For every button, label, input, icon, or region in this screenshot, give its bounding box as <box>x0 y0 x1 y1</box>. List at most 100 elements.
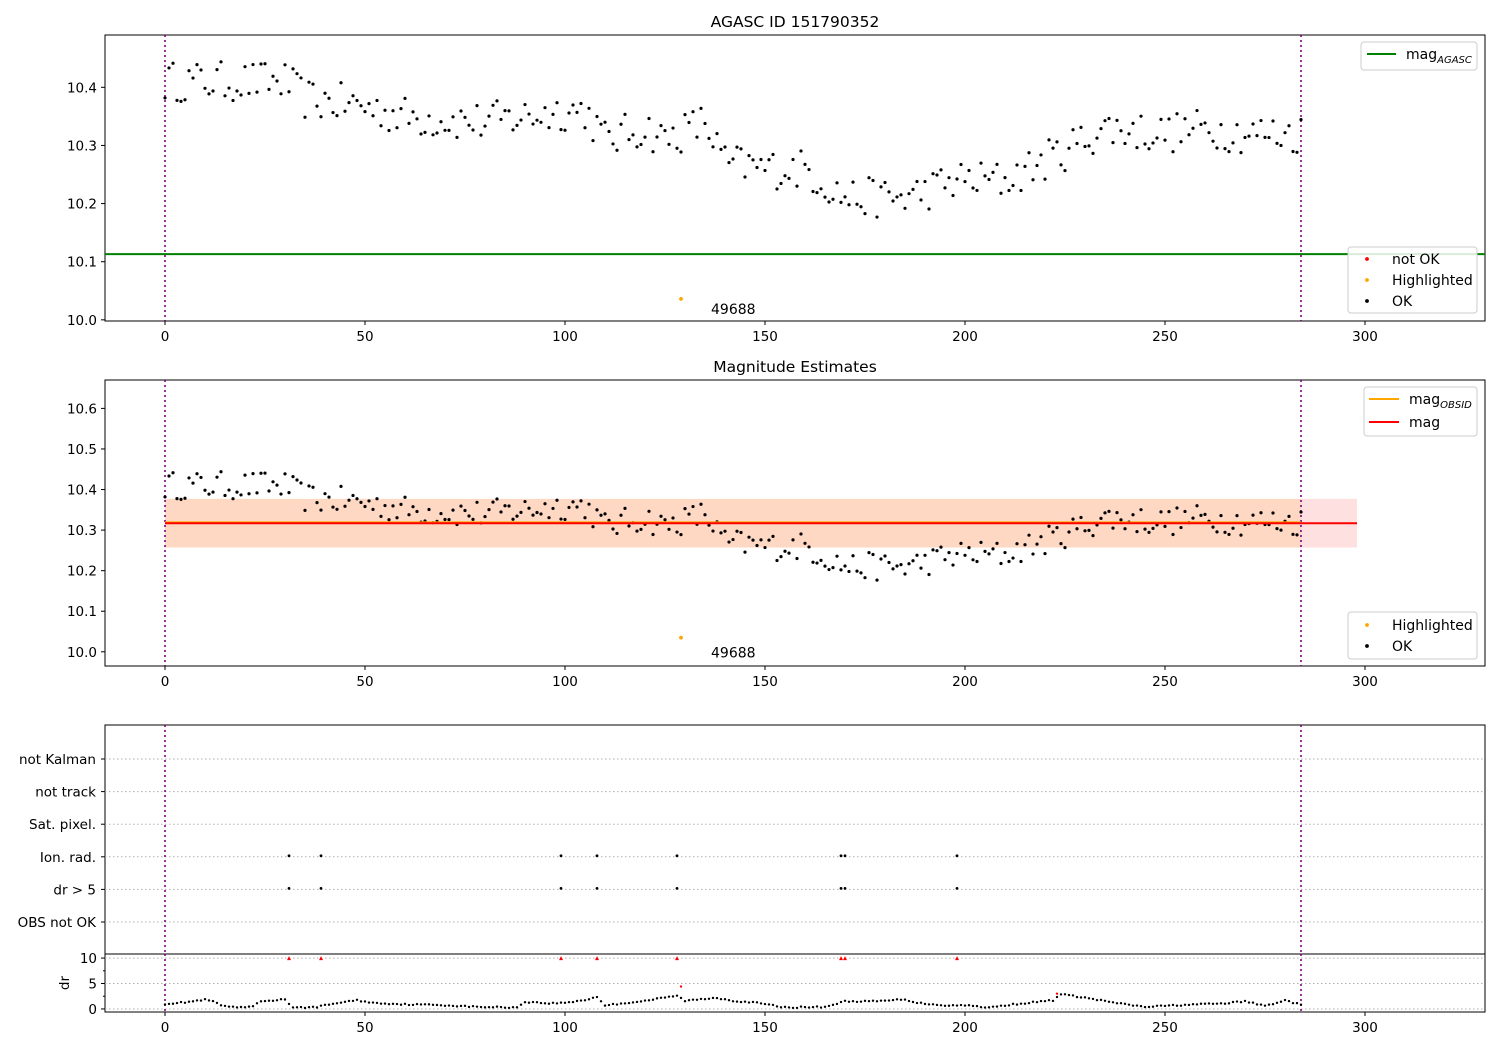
dr-point <box>239 1005 243 1009</box>
dr-point <box>627 1001 631 1005</box>
estimates-point-legend <box>1347 611 1478 660</box>
ok-point <box>711 529 715 533</box>
dr-point <box>171 1002 175 1005</box>
dr-point <box>1127 1003 1131 1006</box>
ok-point <box>1019 559 1023 564</box>
flag-point <box>955 854 959 858</box>
ok-point <box>439 120 443 124</box>
dr-point <box>655 997 659 1000</box>
dr-point <box>359 1000 363 1003</box>
ok-point <box>879 557 883 561</box>
ok-point <box>271 74 275 78</box>
ok-point <box>827 200 831 204</box>
dr-point <box>951 1004 955 1007</box>
ok-point <box>983 174 987 178</box>
ok-point <box>335 507 339 511</box>
ok-point <box>815 561 819 565</box>
ok-point <box>275 483 279 487</box>
ok-point <box>451 508 455 512</box>
ok-point <box>267 489 271 493</box>
ok-point <box>415 117 419 121</box>
dr-point <box>739 1000 743 1004</box>
ok-point <box>883 554 887 558</box>
ok-point <box>955 177 959 181</box>
ok-point <box>443 517 447 522</box>
dr-point <box>979 1005 983 1009</box>
ok-point <box>1167 510 1171 514</box>
flag-point <box>843 887 847 890</box>
dr-point <box>1159 1004 1163 1007</box>
dr-point <box>267 999 271 1002</box>
dr-point <box>167 1002 171 1006</box>
ok-point <box>1107 509 1111 513</box>
dr-point <box>759 1002 763 1005</box>
dr-point <box>583 999 587 1002</box>
dr-point <box>199 999 203 1002</box>
dr-point <box>279 998 283 1001</box>
dr-point <box>1043 999 1047 1003</box>
ok-point <box>639 527 643 532</box>
ok-point <box>871 178 875 183</box>
dr-point <box>1103 999 1107 1002</box>
y-tick-label: 5 <box>88 977 97 993</box>
y-tick-label: 10.0 <box>67 313 97 329</box>
ok-point <box>867 176 871 180</box>
ok-point <box>195 63 199 67</box>
dr-point <box>971 1004 975 1008</box>
ok-point <box>839 568 843 572</box>
ok-point <box>523 102 527 107</box>
dr-point <box>183 1001 187 1005</box>
dr-point <box>319 1004 323 1007</box>
ok-point <box>947 176 951 180</box>
ok-point <box>1135 146 1139 150</box>
ok-point <box>767 158 771 162</box>
ok-point <box>875 215 879 219</box>
dr-point <box>887 999 891 1002</box>
ok-point <box>1095 136 1099 140</box>
ok-point <box>503 109 507 113</box>
dr-point <box>1023 1002 1027 1005</box>
ok-point <box>923 179 927 184</box>
ok-point <box>347 101 351 105</box>
ok-point <box>1259 511 1263 515</box>
flag-label: not track <box>35 785 96 801</box>
dr-flagged-point <box>679 985 683 988</box>
dr-point <box>931 1003 935 1006</box>
dr-clipped-marker <box>675 956 679 961</box>
ok-point <box>319 115 323 119</box>
ok-point <box>171 61 175 65</box>
x-tick-label: 100 <box>552 329 578 345</box>
ok-point <box>491 103 495 107</box>
ok-point <box>835 554 839 558</box>
ok-point <box>847 569 851 574</box>
x-tick-label: 150 <box>752 329 778 345</box>
ok-point <box>703 513 707 517</box>
dr-point <box>403 1002 407 1006</box>
dr-point <box>351 999 355 1003</box>
ok-point <box>1291 532 1295 536</box>
ok-point <box>439 511 443 516</box>
dr-point <box>1263 1004 1267 1007</box>
ok-point <box>1207 131 1211 135</box>
ok-point <box>1223 147 1227 151</box>
y-tick-label: 10.0 <box>67 645 97 661</box>
ok-point <box>1203 512 1207 516</box>
dr-point <box>443 1004 447 1008</box>
dr-point <box>1243 999 1247 1003</box>
ok-point <box>775 187 779 191</box>
ok-point <box>983 549 987 553</box>
dr-point <box>935 1003 939 1007</box>
ok-point <box>675 146 679 150</box>
flag-point <box>559 887 563 890</box>
ok-point <box>355 497 359 501</box>
ok-point <box>847 203 851 207</box>
ok-point <box>1179 140 1183 144</box>
legend-label: not OK <box>1392 252 1440 268</box>
ok-point <box>315 104 319 108</box>
ok-point <box>515 123 519 127</box>
legend-marker <box>1365 299 1369 303</box>
ok-point <box>623 112 627 116</box>
ok-point <box>407 513 411 517</box>
dr-point <box>363 1000 367 1003</box>
dr-point <box>1075 995 1079 999</box>
